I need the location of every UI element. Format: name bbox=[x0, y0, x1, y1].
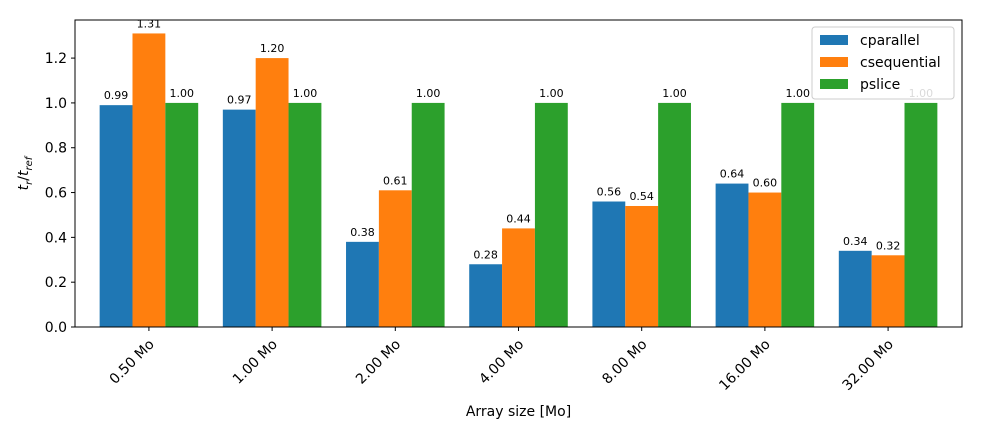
legend-swatch-csequential bbox=[820, 57, 848, 67]
bar-pslice-3 bbox=[534, 102, 568, 327]
legend-label-csequential: csequential bbox=[860, 55, 941, 71]
y-tick-label-0: 0.0 bbox=[45, 320, 67, 336]
data-label-csequential-4: 0.54 bbox=[629, 190, 654, 203]
data-label-csequential-0: 1.31 bbox=[137, 17, 162, 30]
legend-label-cparallel: cparallel bbox=[860, 33, 920, 49]
y-axis-title-slash: / bbox=[16, 176, 32, 181]
data-label-cparallel-1: 0.97 bbox=[227, 94, 252, 107]
legend-swatch-pslice bbox=[820, 79, 848, 89]
y-axis-title-t1: t bbox=[16, 184, 32, 190]
y-axis-title-sub2: ref bbox=[24, 155, 35, 170]
x-tick-label-3: 4.00 Mo bbox=[476, 337, 527, 388]
bar-csequential-0 bbox=[132, 33, 166, 328]
y-tick-label-6: 1.2 bbox=[45, 51, 67, 67]
x-tick-label-1: 1.00 Mo bbox=[230, 337, 281, 388]
data-label-cparallel-4: 0.56 bbox=[597, 186, 622, 199]
data-label-csequential-6: 0.32 bbox=[876, 239, 901, 252]
y-tick-label-5: 1.0 bbox=[45, 96, 67, 112]
bar-pslice-1 bbox=[288, 102, 322, 327]
bar-csequential-4 bbox=[625, 205, 659, 327]
y-tick-label-3: 0.6 bbox=[45, 186, 67, 202]
data-label-csequential-3: 0.44 bbox=[506, 212, 531, 225]
data-label-csequential-5: 0.60 bbox=[753, 177, 778, 190]
legend: cparallel csequential pslice bbox=[811, 26, 955, 100]
bar-cparallel-3 bbox=[469, 264, 503, 327]
bar-pslice-6 bbox=[904, 102, 938, 327]
data-label-pslice-0: 1.00 bbox=[170, 87, 195, 100]
x-axis-title: Array size [Mo] bbox=[466, 404, 571, 420]
bar-cparallel-1 bbox=[222, 109, 256, 327]
y-tick-label-1: 0.2 bbox=[45, 275, 67, 291]
data-label-cparallel-3: 0.28 bbox=[473, 248, 498, 261]
bar-cparallel-6 bbox=[838, 250, 872, 327]
y-axis-title-sub1: r bbox=[24, 180, 35, 185]
data-labels-layer: 0.99 0.97 0.38 0.28 0.56 0.64 0.34 1.31 1.20 0.61… bbox=[104, 17, 933, 261]
data-label-csequential-1: 1.20 bbox=[260, 42, 285, 55]
data-label-csequential-2: 0.61 bbox=[383, 174, 408, 187]
y-axis: 0.0 0.2 0.4 0.6 0.8 1.0 1.2 bbox=[45, 51, 75, 336]
bar-csequential-5 bbox=[748, 192, 782, 327]
data-label-cparallel-5: 0.64 bbox=[720, 168, 745, 181]
legend-swatch-cparallel bbox=[820, 35, 848, 45]
data-label-pslice-1: 1.00 bbox=[293, 87, 318, 100]
y-tick-label-4: 0.8 bbox=[45, 141, 67, 157]
data-label-cparallel-2: 0.38 bbox=[350, 226, 375, 239]
bar-pslice-2 bbox=[411, 102, 445, 327]
x-axis: 0.50 Mo 1.00 Mo 2.00 Mo 4.00 Mo 8.00 Mo 16.00… bbox=[107, 327, 897, 394]
bar-cparallel-4 bbox=[592, 201, 626, 327]
bar-csequential-3 bbox=[502, 228, 535, 327]
bar-csequential-6 bbox=[871, 255, 905, 327]
bar-csequential-1 bbox=[255, 58, 289, 328]
bar-cparallel-2 bbox=[346, 241, 379, 327]
data-label-pslice-5: 1.00 bbox=[785, 87, 810, 100]
legend-label-pslice: pslice bbox=[860, 77, 900, 93]
data-label-pslice-4: 1.00 bbox=[662, 87, 687, 100]
bar-cparallel-5 bbox=[715, 183, 749, 327]
data-label-pslice-3: 1.00 bbox=[539, 87, 564, 100]
x-tick-label-5: 16.00 Mo bbox=[716, 337, 773, 394]
data-label-cparallel-0: 0.99 bbox=[104, 89, 129, 102]
bar-pslice-0 bbox=[165, 102, 199, 327]
bar-cparallel-0 bbox=[99, 105, 133, 327]
data-label-pslice-2: 1.00 bbox=[416, 87, 441, 100]
bar-pslice-4 bbox=[658, 102, 691, 327]
x-tick-label-0: 0.50 Mo bbox=[107, 337, 158, 388]
data-label-cparallel-6: 0.34 bbox=[843, 235, 868, 248]
y-tick-label-2: 0.4 bbox=[45, 230, 67, 246]
y-axis-title: tr/tref bbox=[16, 155, 35, 190]
x-tick-label-2: 2.00 Mo bbox=[353, 337, 404, 388]
bars-layer bbox=[99, 33, 938, 328]
bar-pslice-5 bbox=[781, 102, 815, 327]
x-tick-label-4: 8.00 Mo bbox=[599, 337, 650, 388]
bar-csequential-2 bbox=[378, 190, 412, 327]
x-tick-label-6: 32.00 Mo bbox=[840, 337, 897, 394]
y-axis-title-t2: t bbox=[16, 170, 32, 176]
